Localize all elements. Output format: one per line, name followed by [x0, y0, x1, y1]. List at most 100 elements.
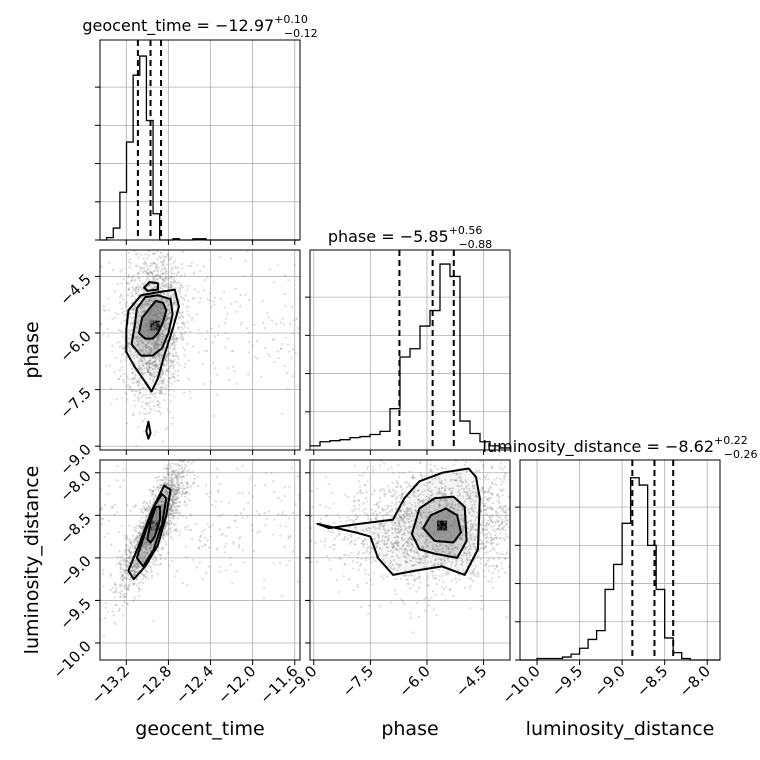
scatter-point — [178, 484, 181, 487]
scatter-point — [378, 522, 381, 526]
scatter-point — [167, 517, 170, 520]
scatter-point — [152, 341, 155, 344]
scatter-point — [146, 331, 150, 334]
scatter-point — [157, 410, 160, 413]
scatter-point — [456, 473, 460, 476]
scatter-point — [152, 361, 155, 364]
scatter-point — [169, 513, 172, 516]
scatter-point — [157, 343, 160, 346]
scatter-point — [157, 322, 160, 326]
scatter-point — [149, 545, 153, 548]
scatter-point — [179, 460, 182, 463]
scatter-point — [143, 522, 146, 525]
scatter-point — [137, 337, 140, 341]
scatter-point — [160, 499, 163, 503]
scatter-point — [191, 345, 195, 348]
scatter-point — [475, 491, 478, 494]
scatter-point — [158, 344, 161, 347]
scatter-point — [149, 309, 152, 312]
scatter-point — [181, 267, 184, 270]
scatter-point — [151, 324, 154, 327]
scatter-point — [266, 312, 269, 315]
scatter-point — [172, 516, 175, 519]
scatter-point — [160, 331, 163, 334]
scatter-point — [167, 286, 170, 290]
scatter-point — [151, 329, 155, 332]
scatter-point — [212, 280, 215, 283]
scatter-point — [132, 413, 135, 417]
scatter-point — [127, 584, 130, 587]
scatter-point — [136, 563, 139, 566]
scatter-point — [119, 564, 123, 567]
scatter-point — [272, 281, 276, 284]
scatter-point — [481, 520, 484, 524]
scatter-point — [281, 317, 284, 320]
scatter-point — [138, 531, 141, 534]
scatter-point — [167, 473, 170, 476]
scatter-point — [153, 319, 157, 323]
scatter-point — [280, 412, 284, 415]
scatter-point — [109, 572, 112, 576]
scatter-point — [169, 519, 172, 523]
scatter-point — [147, 302, 150, 305]
scatter-point — [189, 456, 191, 458]
scatter-point — [395, 547, 398, 551]
scatter-point — [156, 270, 159, 273]
scatter-point — [153, 563, 156, 566]
scatter-point — [170, 382, 174, 385]
scatter-point — [142, 362, 145, 366]
scatter-point — [171, 500, 175, 504]
scatter-point — [152, 523, 155, 526]
scatter-point — [169, 466, 173, 469]
scatter-point — [160, 483, 163, 487]
scatter-point — [150, 311, 153, 315]
scatter-point — [167, 254, 170, 257]
scatter-point — [246, 515, 249, 518]
scatter-point — [155, 266, 158, 269]
scatter-point — [131, 275, 134, 279]
scatter-point — [165, 467, 168, 470]
scatter-point — [148, 329, 151, 332]
scatter-point — [156, 339, 159, 342]
scatter-point — [135, 567, 138, 570]
scatter-point — [239, 304, 242, 308]
scatter-point — [155, 516, 159, 519]
scatter-point — [131, 367, 134, 370]
scatter-point — [158, 322, 161, 325]
scatter-point — [220, 500, 223, 503]
scatter-point — [187, 300, 190, 303]
scatter-point — [159, 298, 163, 302]
scatter-point — [169, 284, 172, 287]
scatter-point — [162, 292, 165, 296]
scatter-point — [152, 619, 155, 622]
scatter-point — [158, 334, 161, 337]
scatter-point — [155, 510, 158, 513]
scatter-point — [348, 518, 351, 522]
scatter-point — [499, 477, 502, 481]
scatter-point — [172, 301, 175, 304]
scatter-point — [163, 526, 166, 529]
scatter-point — [419, 513, 423, 517]
scatter-point — [176, 482, 179, 485]
scatter-point — [160, 510, 164, 513]
scatter-point — [185, 556, 188, 559]
scatter-point — [228, 526, 231, 529]
scatter-point — [156, 347, 159, 351]
scatter-point — [455, 524, 458, 527]
scatter-point — [154, 527, 157, 530]
scatter-point — [457, 476, 460, 479]
scatter-point — [155, 337, 158, 341]
scatter-point — [166, 514, 170, 517]
scatter-point — [357, 480, 360, 483]
scatter-point — [136, 531, 140, 534]
scatter-point — [177, 490, 181, 493]
scatter-point — [179, 314, 183, 317]
scatter-point — [479, 558, 483, 561]
scatter-point — [133, 582, 136, 585]
scatter-point — [139, 508, 142, 511]
scatter-point — [161, 507, 164, 510]
scatter-point — [141, 545, 144, 548]
scatter-point — [155, 305, 159, 308]
scatter-point — [477, 575, 480, 578]
scatter-point — [173, 502, 177, 505]
